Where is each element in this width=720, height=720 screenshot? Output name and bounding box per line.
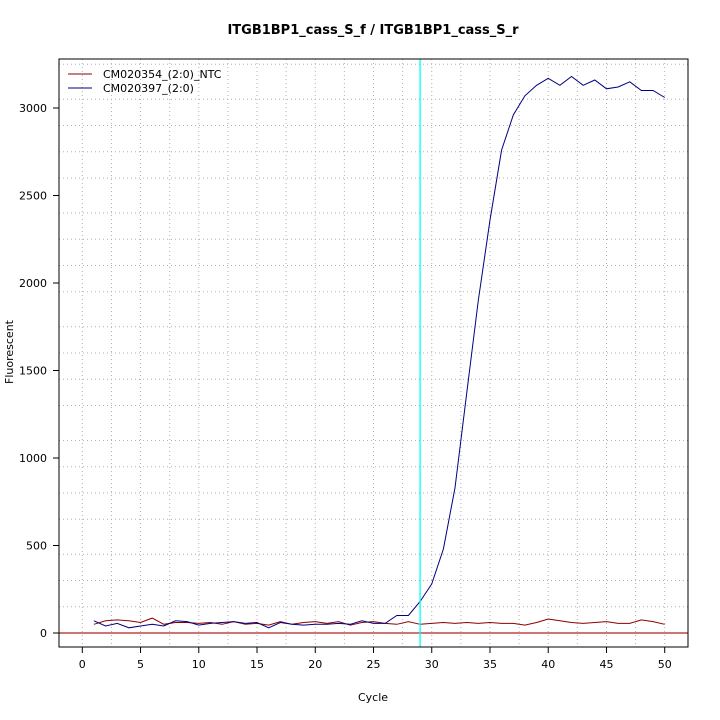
- x-tick-label: 10: [192, 658, 206, 671]
- x-tick-label: 30: [425, 658, 439, 671]
- chart-title: ITGB1BP1_cass_S_f / ITGB1BP1_cass_S_r: [227, 23, 519, 38]
- y-tick-label: 2000: [19, 277, 47, 290]
- y-tick-label: 500: [26, 540, 47, 553]
- x-tick-label: 25: [367, 658, 381, 671]
- x-tick-label: 5: [137, 658, 144, 671]
- y-tick-label: 0: [40, 627, 47, 640]
- y-axis: 0 500 1000 1500 2000 2500 3000: [19, 102, 59, 640]
- reference-lines: [59, 59, 688, 647]
- y-tick-label: 1000: [19, 452, 47, 465]
- y-tick-label: 2500: [19, 190, 47, 203]
- x-tick-label: 45: [599, 658, 613, 671]
- x-tick-label: 50: [658, 658, 672, 671]
- x-tick-label: 35: [483, 658, 497, 671]
- x-axis-label: Cycle: [358, 691, 388, 704]
- x-axis: 0 5 10 15 20 25 30 35 40 45 50: [79, 647, 672, 671]
- x-tick-label: 0: [79, 658, 86, 671]
- legend-label-1: CM020354_(2:0)_NTC: [103, 68, 222, 81]
- series-lines: [93, 75, 665, 629]
- y-axis-label: Fluorescent: [3, 319, 16, 384]
- y-tick-label: 1500: [19, 365, 47, 378]
- x-tick-label: 20: [308, 658, 322, 671]
- legend-label-2: CM020397_(2:0): [103, 82, 194, 95]
- y-tick-label: 3000: [19, 102, 47, 115]
- grid-lines: [59, 59, 688, 647]
- x-tick-label: 40: [541, 658, 555, 671]
- x-tick-label: 15: [250, 658, 264, 671]
- series-line-2: [93, 75, 665, 629]
